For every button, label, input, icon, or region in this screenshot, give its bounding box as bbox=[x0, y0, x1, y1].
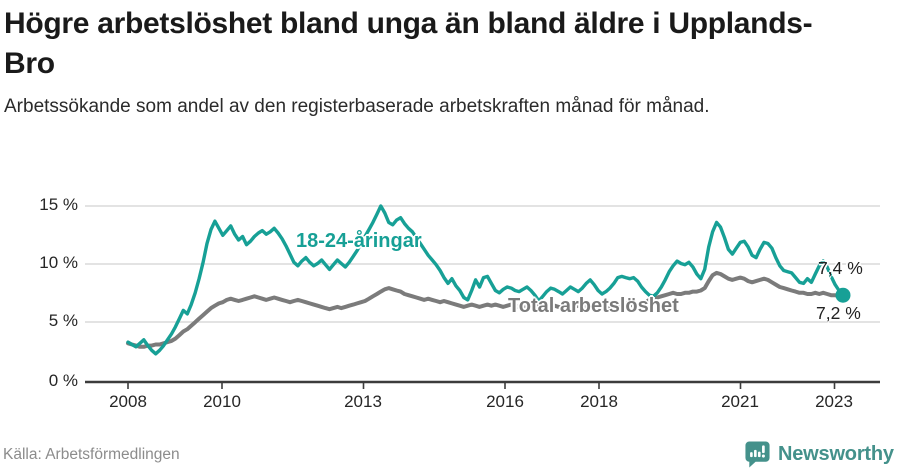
x-tick-2018: 2018 bbox=[580, 392, 618, 411]
series-label-youth: 18-24-åringar bbox=[296, 230, 422, 252]
gridlines bbox=[85, 205, 880, 323]
x-axis bbox=[85, 380, 880, 389]
series-line-youth bbox=[126, 204, 845, 356]
source-note: Källa: Arbetsförmedlingen bbox=[3, 446, 180, 463]
y-tick-0: 0 % bbox=[48, 371, 78, 390]
y-tick-15: 15 % bbox=[39, 195, 78, 214]
chart-svg bbox=[85, 204, 880, 389]
newsworthy-icon bbox=[744, 440, 771, 468]
page-title: Högre arbetslöshet bland unga än bland ä… bbox=[4, 7, 813, 80]
x-tick-2010: 2010 bbox=[203, 392, 241, 411]
end-value-total: 7,2 % bbox=[816, 303, 861, 323]
series-label-total: Total arbetslöshet bbox=[508, 295, 679, 317]
series-line-total bbox=[126, 270, 845, 349]
y-tick-10: 10 % bbox=[39, 253, 78, 272]
chart-subtitle: Arbetssökande som andel av den registerb… bbox=[4, 96, 710, 117]
end-value-youth: 7,4 % bbox=[818, 258, 863, 278]
x-tick-2023: 2023 bbox=[815, 392, 853, 411]
x-tick-2021: 2021 bbox=[721, 392, 759, 411]
y-tick-5: 5 % bbox=[48, 311, 78, 330]
newsworthy-logo[interactable]: Newsworthy bbox=[744, 440, 894, 468]
series-end-dot bbox=[835, 287, 851, 303]
x-tick-2016: 2016 bbox=[486, 392, 524, 411]
newsworthy-wordmark: Newsworthy bbox=[778, 442, 894, 465]
x-tick-2013: 2013 bbox=[344, 392, 382, 411]
x-tick-2008: 2008 bbox=[109, 392, 147, 411]
